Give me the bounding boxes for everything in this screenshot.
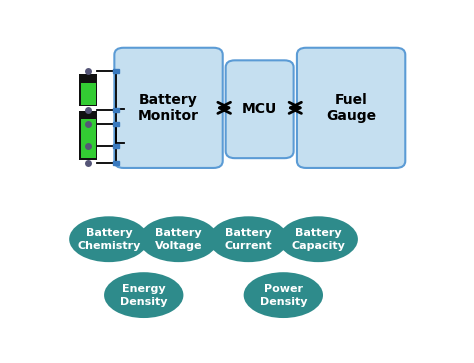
Bar xyxy=(80,74,97,106)
Text: MCU: MCU xyxy=(242,102,277,116)
FancyBboxPatch shape xyxy=(297,48,405,168)
Bar xyxy=(81,119,96,141)
Text: Power
Density: Power Density xyxy=(260,284,307,307)
Bar xyxy=(113,161,119,165)
Text: Battery
Chemistry: Battery Chemistry xyxy=(77,228,140,251)
Ellipse shape xyxy=(104,272,183,318)
Text: Battery
Capacity: Battery Capacity xyxy=(292,228,345,251)
Ellipse shape xyxy=(279,216,358,262)
FancyBboxPatch shape xyxy=(114,48,223,168)
Bar xyxy=(113,122,119,126)
Bar xyxy=(113,144,119,148)
Ellipse shape xyxy=(209,216,288,262)
Bar xyxy=(113,69,119,73)
Bar xyxy=(113,107,119,112)
Ellipse shape xyxy=(69,216,148,262)
Bar xyxy=(80,127,97,160)
Text: Energy
Density: Energy Density xyxy=(120,284,167,307)
Bar xyxy=(80,111,97,143)
Text: Battery
Current: Battery Current xyxy=(225,228,272,251)
Bar xyxy=(81,83,96,105)
Ellipse shape xyxy=(244,272,323,318)
Text: Battery
Monitor: Battery Monitor xyxy=(138,93,199,123)
FancyBboxPatch shape xyxy=(226,60,293,158)
Ellipse shape xyxy=(139,216,219,262)
Bar xyxy=(81,136,96,158)
Text: Battery
Voltage: Battery Voltage xyxy=(155,228,202,251)
Text: Fuel
Gauge: Fuel Gauge xyxy=(326,93,376,123)
